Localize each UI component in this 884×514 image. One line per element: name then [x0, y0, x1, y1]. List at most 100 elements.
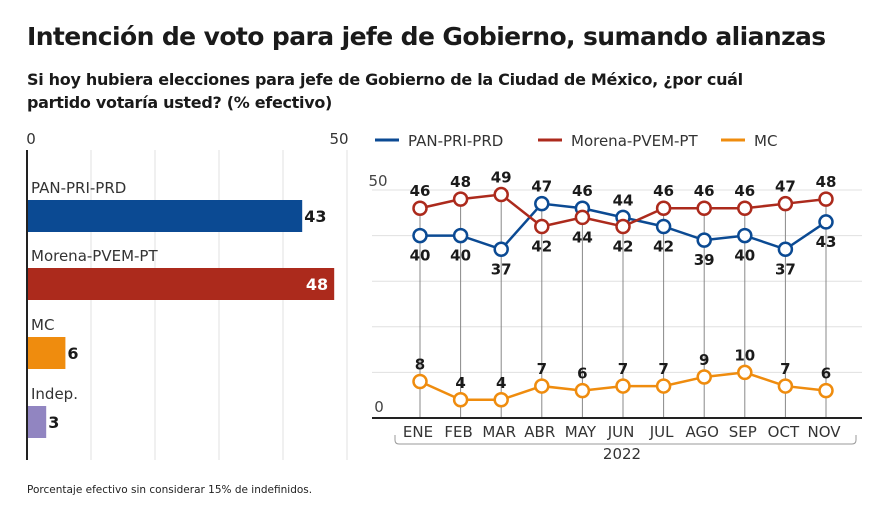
- bar: [28, 406, 47, 438]
- data-label: 42: [531, 237, 552, 255]
- data-label: 44: [572, 228, 593, 246]
- data-label: 7: [780, 360, 790, 378]
- data-point: [655, 378, 672, 394]
- data-point: [615, 218, 631, 235]
- data-point: [696, 369, 712, 385]
- data-point: [655, 218, 672, 235]
- data-label: 46: [734, 182, 755, 200]
- data-point: [737, 364, 753, 381]
- bar: [28, 337, 66, 369]
- data-point: [452, 191, 469, 207]
- data-point: [574, 209, 591, 226]
- data-point: [777, 378, 794, 394]
- bar-value-label: 48: [306, 275, 328, 294]
- legend-label: MC: [754, 132, 777, 150]
- legend-label: Morena-PVEM-PT: [571, 132, 698, 150]
- data-point: [452, 392, 469, 408]
- data-label: 49: [491, 169, 512, 187]
- bar-category-label: Morena-PVEM-PT: [31, 247, 158, 265]
- y-tick-label: 0: [374, 398, 384, 416]
- data-point: [493, 241, 509, 258]
- data-point: [574, 382, 591, 399]
- data-label: 42: [653, 237, 674, 255]
- data-point: [818, 191, 834, 207]
- x-tick-label: OCT: [768, 423, 800, 441]
- data-label: 46: [410, 182, 431, 200]
- chart-subtitle: Si hoy hubiera elecciones para jefe de G…: [27, 70, 743, 112]
- data-label: 10: [734, 346, 755, 364]
- data-label: 40: [410, 247, 431, 265]
- y-tick-label: 50: [368, 172, 387, 190]
- data-point: [696, 200, 712, 216]
- data-label: 7: [537, 360, 547, 378]
- data-label: 9: [699, 351, 709, 369]
- data-label: 6: [577, 365, 587, 383]
- data-point: [818, 382, 834, 399]
- data-point: [696, 232, 712, 248]
- data-point: [737, 227, 753, 244]
- bar-category-label: Indep.: [31, 385, 78, 403]
- data-point: [655, 200, 672, 216]
- data-label: 46: [653, 182, 674, 200]
- x-tick-label: NOV: [807, 423, 841, 441]
- x-tick-label: ENE: [403, 423, 433, 441]
- data-point: [615, 378, 631, 394]
- data-label: 48: [450, 173, 471, 191]
- data-label: 43: [816, 233, 837, 251]
- data-point: [412, 200, 428, 216]
- data-point: [412, 227, 428, 244]
- x-tick-label: SEP: [729, 423, 757, 441]
- year-bracket: [394, 435, 857, 445]
- bar-value-label: 43: [304, 207, 326, 226]
- footnote: Porcentaje efectivo sin considerar 15% d…: [27, 484, 313, 496]
- x-tick-label: AGO: [685, 423, 718, 441]
- data-label: 44: [613, 191, 634, 209]
- legend-label: PAN-PRI-PRD: [408, 132, 503, 150]
- data-label: 40: [734, 247, 755, 265]
- tick-label: 50: [329, 130, 348, 148]
- x-group-label: 2022: [603, 445, 641, 463]
- data-label: 7: [658, 360, 668, 378]
- data-label: 47: [775, 178, 796, 196]
- data-point: [777, 195, 794, 212]
- x-tick-label: ABR: [524, 423, 555, 441]
- data-label: 48: [816, 173, 837, 191]
- data-point: [452, 227, 469, 244]
- data-label: 47: [531, 178, 552, 196]
- data-label: 4: [496, 374, 506, 392]
- data-label: 39: [694, 251, 715, 269]
- x-tick-label: FEB: [444, 423, 472, 441]
- bar: [28, 200, 303, 232]
- data-label: 4: [455, 374, 465, 392]
- data-point: [412, 373, 428, 390]
- data-point: [534, 218, 550, 235]
- chart-title: Intención de voto para jefe de Gobierno,…: [27, 22, 826, 51]
- x-tick-label: MAY: [565, 423, 597, 441]
- data-point: [818, 214, 834, 230]
- data-label: 42: [613, 237, 634, 255]
- data-label: 8: [415, 356, 425, 374]
- data-point: [493, 186, 509, 203]
- data-label: 46: [572, 182, 593, 200]
- data-point: [493, 392, 509, 408]
- bar-category-label: MC: [31, 316, 54, 334]
- data-point: [534, 195, 550, 212]
- x-tick-label: JUN: [607, 423, 635, 441]
- data-label: 46: [694, 182, 715, 200]
- data-label: 40: [450, 247, 471, 265]
- x-tick-label: JUL: [649, 423, 674, 441]
- data-point: [737, 200, 753, 216]
- data-label: 6: [821, 365, 831, 383]
- bar: [28, 268, 335, 300]
- data-label: 37: [775, 260, 796, 278]
- data-label: 37: [491, 260, 512, 278]
- bar-value-label: 3: [48, 413, 59, 432]
- bar-value-label: 6: [67, 344, 78, 363]
- bar-category-label: PAN-PRI-PRD: [31, 179, 126, 197]
- data-label: 7: [618, 360, 628, 378]
- tick-label: 0: [26, 130, 36, 148]
- data-point: [777, 241, 794, 258]
